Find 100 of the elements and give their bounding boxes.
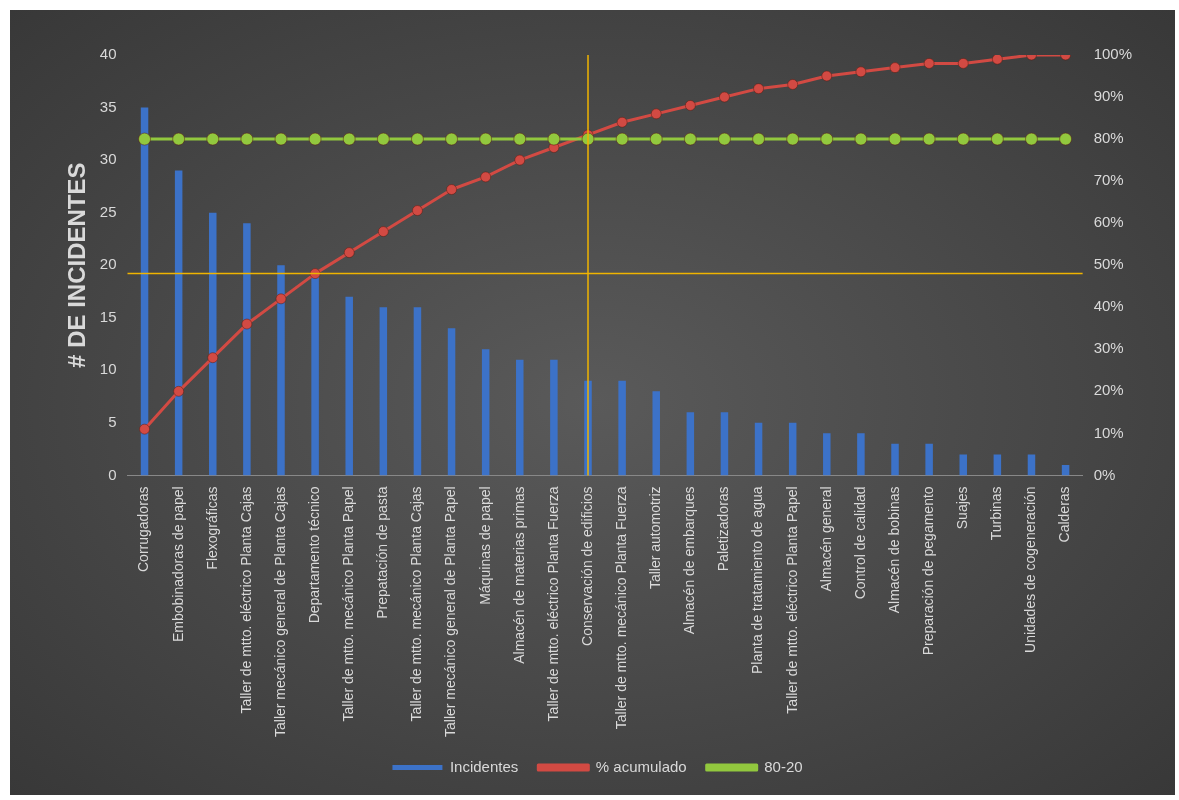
- bar: [209, 212, 217, 476]
- x-tick-label: Control de calidad: [851, 486, 868, 600]
- point: [956, 132, 970, 146]
- y2-tick-label: 0%: [1093, 465, 1116, 483]
- point: [616, 117, 628, 128]
- point: [649, 132, 663, 146]
- point: [854, 132, 868, 146]
- y-tick-label: 10: [99, 360, 117, 378]
- point: [685, 100, 696, 111]
- y2-tick-label: 30%: [1093, 339, 1124, 357]
- x-tick-label: Turbinas: [988, 486, 1005, 541]
- point: [922, 132, 936, 146]
- point: [342, 132, 356, 146]
- point: [855, 66, 867, 78]
- point: [991, 132, 1004, 146]
- point: [719, 91, 730, 103]
- bar: [243, 223, 251, 476]
- point: [308, 132, 322, 146]
- y2-tick-label: 60%: [1093, 213, 1124, 231]
- x-tick-label: Taller de mtto. mecánico Planta Fuerza: [612, 486, 629, 730]
- x-tick-label: Almacén general: [817, 486, 834, 592]
- bar: [379, 307, 388, 476]
- y-tick-label: 20: [99, 255, 117, 273]
- bar: [720, 412, 729, 476]
- bar: [959, 454, 967, 476]
- point: [753, 83, 764, 94]
- bar: [788, 422, 797, 476]
- x-tick-label: Taller mecánico general de Planta Papel: [442, 486, 459, 738]
- y2-tick-label: 90%: [1093, 87, 1124, 105]
- y2-tick-label: 20%: [1093, 381, 1124, 399]
- x-tick-label: Suajes: [954, 486, 971, 530]
- point: [957, 58, 969, 69]
- bar: [413, 307, 422, 476]
- bar: [823, 433, 831, 476]
- bar: [618, 380, 626, 476]
- point: [445, 132, 458, 146]
- x-tick-label: Almacén de materias primas: [510, 486, 527, 664]
- x-tick-label: Taller automotriz: [647, 486, 664, 590]
- point: [684, 132, 697, 146]
- point: [820, 132, 834, 146]
- point: [412, 205, 423, 216]
- point: [206, 132, 220, 146]
- legend-label: Incidentes: [449, 757, 519, 775]
- bar: [311, 275, 319, 476]
- x-tick-label: Taller mecánico general de Planta Cajas: [271, 486, 288, 737]
- x-tick-label: Corrugadoras: [135, 486, 152, 573]
- bar: [993, 454, 1002, 476]
- y2-tick-label: 70%: [1093, 171, 1124, 189]
- point: [207, 352, 219, 363]
- point: [513, 132, 527, 146]
- x-tick-label: Almacén de embarques: [681, 486, 698, 635]
- legend-label: % acumulado: [595, 757, 687, 775]
- bar: [550, 359, 558, 476]
- bar: [754, 422, 763, 476]
- y2-tick-label: 40%: [1093, 297, 1124, 315]
- x-tick-label: Preparación de pegamento: [919, 486, 936, 656]
- x-tick-label: Taller de mtto. eléctrico Planta Fuerza: [544, 486, 561, 722]
- point: [139, 423, 150, 435]
- point: [786, 132, 799, 146]
- y-tick-label: 30: [99, 150, 117, 168]
- y2-tick-label: 100%: [1093, 45, 1133, 63]
- bar: [925, 443, 933, 476]
- point: [343, 247, 355, 258]
- y-tick-label: 15: [99, 307, 117, 325]
- point: [138, 132, 151, 146]
- point: [1025, 132, 1038, 146]
- x-tick-label: Almacén de bobinas: [885, 486, 902, 614]
- y-tick-label: 35: [99, 97, 117, 115]
- point: [889, 62, 901, 73]
- bar: [277, 265, 285, 476]
- point: [821, 70, 833, 82]
- x-tick-label: Paletizadoras: [715, 486, 732, 572]
- x-tick-label: Planta de tratamiento de agua: [749, 486, 766, 674]
- point: [514, 154, 526, 166]
- x-tick-label: Unidades de cogeneración: [1022, 486, 1039, 653]
- point: [240, 132, 254, 146]
- x-tick-label: Departamento técnico: [305, 486, 322, 624]
- point: [172, 132, 185, 146]
- legend-label: 80-20: [764, 757, 803, 775]
- point: [1059, 132, 1072, 146]
- point: [377, 132, 390, 146]
- y-axis-title: # DE INCIDENTES: [63, 162, 91, 368]
- x-tick-label: Taller de mtto. mecánico Planta Cajas: [408, 486, 425, 722]
- x-tick-label: Embobinadoras de papel: [169, 486, 186, 643]
- y2-tick-label: 80%: [1093, 129, 1124, 147]
- x-tick-label: Taller de mtto. eléctrico Planta Papel: [783, 486, 800, 714]
- point: [752, 132, 765, 146]
- point: [480, 171, 491, 183]
- x-tick-label: Taller de mtto. eléctrico Planta Cajas: [237, 486, 254, 714]
- x-tick-label: Taller de mtto. mecánico Planta Papel: [340, 486, 357, 722]
- y-tick-label: 0: [108, 465, 117, 483]
- x-tick-label: Flexográficas: [203, 486, 220, 570]
- bar: [481, 349, 490, 476]
- point: [446, 184, 457, 195]
- x-tick-label: Conservación de edificios: [578, 486, 595, 646]
- bar: [1027, 454, 1036, 476]
- bar: [857, 433, 865, 476]
- y-tick-label: 25: [99, 202, 117, 220]
- point: [275, 293, 287, 305]
- point: [615, 132, 629, 146]
